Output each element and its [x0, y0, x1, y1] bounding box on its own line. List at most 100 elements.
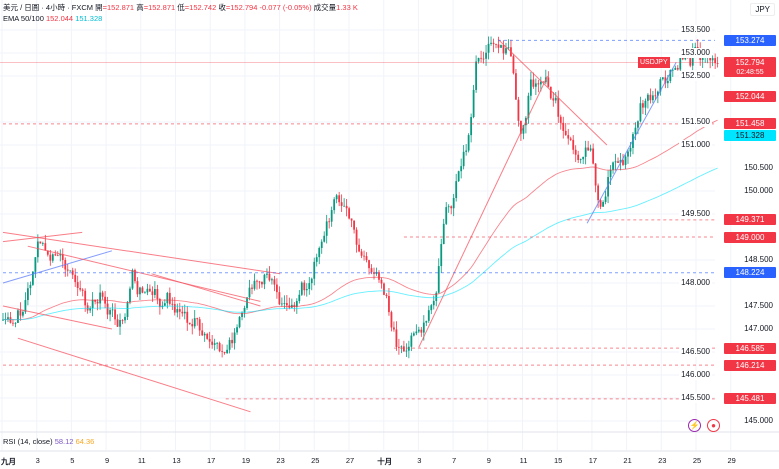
candle-body — [671, 69, 674, 71]
candle-body — [370, 268, 373, 273]
countdown: 02:48:55 — [736, 68, 764, 76]
level-price-tag[interactable]: 149.371 — [724, 214, 776, 226]
rsi-legend[interactable]: RSI (14, close) 58.12 64.36 — [3, 437, 94, 446]
candle-body — [340, 202, 343, 206]
candle-body — [74, 274, 77, 283]
candle-body — [158, 299, 161, 308]
candle-body — [368, 260, 370, 269]
lightning-icon[interactable]: ⚡ — [688, 419, 701, 432]
candle-body — [263, 274, 266, 285]
candle-body — [669, 69, 672, 81]
symbol-tag: USDJPY — [638, 56, 670, 68]
candle-body — [529, 79, 532, 96]
candle-body — [111, 309, 114, 311]
rsi-value: 58.12 — [54, 437, 74, 446]
candle-body — [19, 310, 22, 316]
level-price-tag[interactable]: 145.481 — [724, 393, 776, 405]
trend-line — [2, 231, 281, 275]
candle-body — [308, 283, 311, 290]
candle-body — [223, 351, 226, 354]
level-price-tag[interactable]: 148.224 — [724, 267, 776, 279]
trend-line — [27, 245, 261, 302]
candle-body — [54, 254, 57, 256]
candle-body — [562, 122, 565, 131]
candle-body — [176, 309, 179, 313]
candle-body — [231, 339, 233, 344]
ema-legend[interactable]: EMA 50/100 152.044 151.328 — [3, 14, 102, 23]
candle-body — [567, 135, 570, 139]
candle-body — [320, 241, 323, 248]
candle-body — [94, 299, 97, 302]
candle-body — [69, 270, 72, 272]
ema100-line — [2, 167, 718, 321]
candle-body — [266, 273, 268, 275]
candle-body — [216, 342, 219, 344]
candle-body — [49, 254, 52, 261]
candle-body — [56, 255, 59, 257]
candle-body — [664, 77, 667, 84]
price-tick: 151.500 — [679, 117, 712, 127]
candle-body — [617, 161, 619, 163]
candle-body — [604, 196, 607, 202]
candle-body — [597, 185, 600, 201]
candle-body — [622, 160, 624, 165]
ema50-value: 152.044 — [45, 14, 74, 23]
candle-body — [689, 56, 692, 66]
level-price-tag[interactable]: 149.000 — [724, 231, 776, 243]
candle-body — [39, 241, 42, 244]
candle-body — [642, 103, 644, 108]
candle-body — [557, 97, 560, 117]
candle-body — [716, 63, 719, 64]
candle-body — [29, 284, 32, 289]
trend-line — [2, 305, 113, 330]
time-tick: 23 — [276, 456, 285, 465]
candle-body — [27, 288, 29, 301]
candle-body — [649, 94, 652, 101]
candle-body — [614, 161, 617, 163]
price-tick: 147.000 — [744, 324, 773, 333]
candle-body — [432, 300, 435, 306]
candle-body — [398, 346, 400, 348]
time-tick: 11 — [519, 456, 528, 465]
level-price-tag[interactable]: 146.585 — [724, 342, 776, 354]
candle-body — [139, 287, 141, 295]
candle-body — [61, 254, 64, 261]
price-tick: 145.000 — [744, 416, 773, 425]
candle-body — [385, 294, 388, 297]
time-tick: 27 — [345, 456, 355, 465]
level-price-tag[interactable]: 153.274 — [724, 34, 776, 46]
candle-body — [507, 47, 510, 49]
candle-body — [163, 303, 166, 306]
level-price-tag[interactable]: 151.458 — [724, 118, 776, 130]
time-tick: 9 — [486, 456, 491, 465]
candle-body — [599, 200, 602, 207]
candle-body — [651, 95, 654, 101]
candle-body — [589, 148, 592, 151]
currency-label[interactable]: JPY — [750, 3, 775, 16]
level-price-tag[interactable]: 146.214 — [724, 359, 776, 371]
close-value: =152.794 — [225, 3, 258, 12]
candle-body — [206, 333, 209, 339]
candle-body — [228, 339, 231, 350]
change-value: -0.077 (-0.05%) — [259, 3, 312, 12]
candle-body — [330, 210, 333, 222]
candle-body — [517, 99, 520, 121]
symbol-legend: 美元 / 日圓 · 4小時 · FXCM 開=152.871 高=152.871… — [3, 2, 358, 13]
candle-body — [298, 294, 301, 302]
candle-body — [14, 322, 17, 324]
candle-body — [323, 235, 326, 242]
volume-label: 成交量 — [313, 3, 337, 12]
candle-body — [407, 346, 410, 351]
candle-body — [44, 243, 47, 251]
record-icon[interactable]: ● — [707, 419, 720, 432]
candle-body — [193, 318, 196, 327]
candle-body — [151, 291, 154, 295]
candle-body — [221, 351, 224, 352]
candle-body — [505, 48, 507, 54]
candle-body — [144, 292, 146, 294]
symbol-title: 美元 / 日圓 · 4小時 · FXCM — [3, 3, 93, 12]
candle-body — [310, 278, 313, 284]
candle-body — [116, 319, 119, 327]
candle-body — [146, 288, 149, 293]
